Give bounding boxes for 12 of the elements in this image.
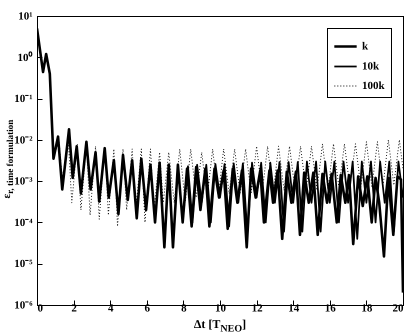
- y-tick-label: 10⁻¹: [14, 93, 32, 106]
- y-tick-label: 10⁻³: [14, 176, 34, 188]
- y-tick-label: 10⁻⁵: [14, 258, 34, 270]
- y-tick-label: 10⁻²: [14, 134, 34, 146]
- x-axis-title: Δt [T$_{NEO}$]: [192, 317, 248, 336]
- legend-label: k: [362, 40, 369, 52]
- y-tick-label: 10⁻⁶: [14, 300, 34, 312]
- y-tick-label: 10⁰: [18, 50, 32, 64]
- y-tick-label: 10⁻⁴: [14, 216, 34, 229]
- legend-label: 10k: [362, 60, 380, 72]
- legend-label: 100k: [362, 80, 386, 92]
- y-tick-label: 10¹: [18, 10, 32, 22]
